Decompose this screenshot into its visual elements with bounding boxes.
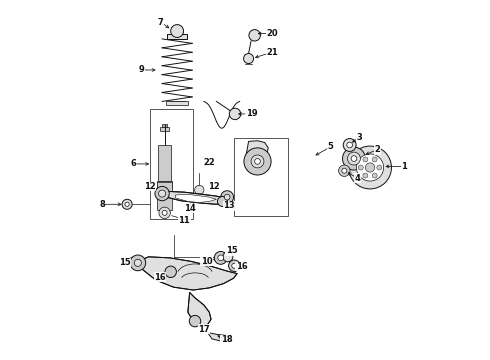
Text: 21: 21 [266, 48, 278, 57]
Bar [150, 109, 193, 219]
Bar [167, 34, 187, 39]
Polygon shape [136, 257, 237, 290]
Circle shape [343, 147, 366, 170]
Circle shape [218, 197, 227, 206]
Text: 14: 14 [184, 204, 196, 213]
Polygon shape [162, 192, 228, 204]
Text: 20: 20 [267, 29, 278, 38]
Circle shape [214, 251, 227, 264]
Circle shape [347, 142, 352, 148]
Circle shape [249, 30, 260, 41]
Circle shape [223, 252, 233, 262]
Circle shape [159, 190, 166, 197]
Circle shape [343, 139, 356, 152]
Bar [234, 138, 288, 216]
Text: 16: 16 [154, 273, 166, 282]
Circle shape [155, 186, 169, 201]
Bar [162, 124, 168, 127]
Circle shape [347, 152, 360, 165]
Text: 12: 12 [144, 182, 156, 191]
Circle shape [189, 315, 201, 327]
Bar [160, 127, 169, 131]
Polygon shape [175, 194, 217, 203]
Text: 10: 10 [200, 257, 212, 266]
Circle shape [232, 263, 237, 268]
Circle shape [358, 165, 363, 170]
Circle shape [348, 146, 392, 189]
Text: 13: 13 [223, 201, 235, 210]
Text: 11: 11 [178, 216, 190, 225]
Circle shape [363, 173, 368, 178]
Text: 5: 5 [328, 142, 334, 151]
Text: 17: 17 [198, 325, 210, 334]
Text: 19: 19 [245, 109, 257, 118]
Text: 12: 12 [208, 182, 220, 191]
Circle shape [366, 163, 375, 172]
Bar [167, 102, 188, 105]
Polygon shape [207, 333, 229, 341]
Circle shape [356, 154, 384, 181]
Circle shape [159, 207, 171, 219]
Circle shape [195, 185, 204, 195]
Circle shape [251, 155, 264, 168]
Bar [157, 181, 172, 188]
Circle shape [363, 157, 368, 162]
Circle shape [224, 194, 230, 200]
Circle shape [255, 158, 260, 164]
Circle shape [220, 191, 234, 203]
Circle shape [228, 260, 240, 271]
Text: 16: 16 [236, 262, 247, 271]
Text: 3: 3 [356, 132, 362, 141]
Text: 8: 8 [99, 200, 105, 209]
Text: 2: 2 [374, 145, 380, 154]
Circle shape [134, 259, 142, 266]
Circle shape [351, 156, 357, 161]
Circle shape [342, 168, 347, 173]
Circle shape [125, 202, 129, 206]
Text: 7: 7 [158, 18, 164, 27]
Polygon shape [245, 141, 268, 173]
Circle shape [162, 210, 167, 215]
Text: 9: 9 [139, 66, 145, 75]
Circle shape [372, 157, 377, 162]
Circle shape [244, 148, 271, 175]
Text: 1: 1 [401, 162, 407, 171]
Circle shape [372, 173, 377, 178]
Text: 15: 15 [119, 258, 131, 267]
Circle shape [229, 108, 241, 120]
Circle shape [377, 165, 382, 170]
Circle shape [122, 199, 132, 209]
Circle shape [218, 255, 223, 261]
Text: 4: 4 [355, 174, 361, 183]
Text: 6: 6 [131, 159, 137, 168]
Circle shape [244, 54, 253, 64]
Text: 22: 22 [203, 158, 215, 167]
Circle shape [171, 24, 184, 37]
Bar [158, 145, 171, 181]
Text: 15: 15 [225, 246, 237, 255]
Polygon shape [188, 293, 211, 326]
Circle shape [339, 165, 350, 176]
Circle shape [130, 255, 146, 271]
Text: 18: 18 [220, 335, 232, 344]
Bar [157, 182, 172, 210]
Circle shape [165, 266, 176, 278]
